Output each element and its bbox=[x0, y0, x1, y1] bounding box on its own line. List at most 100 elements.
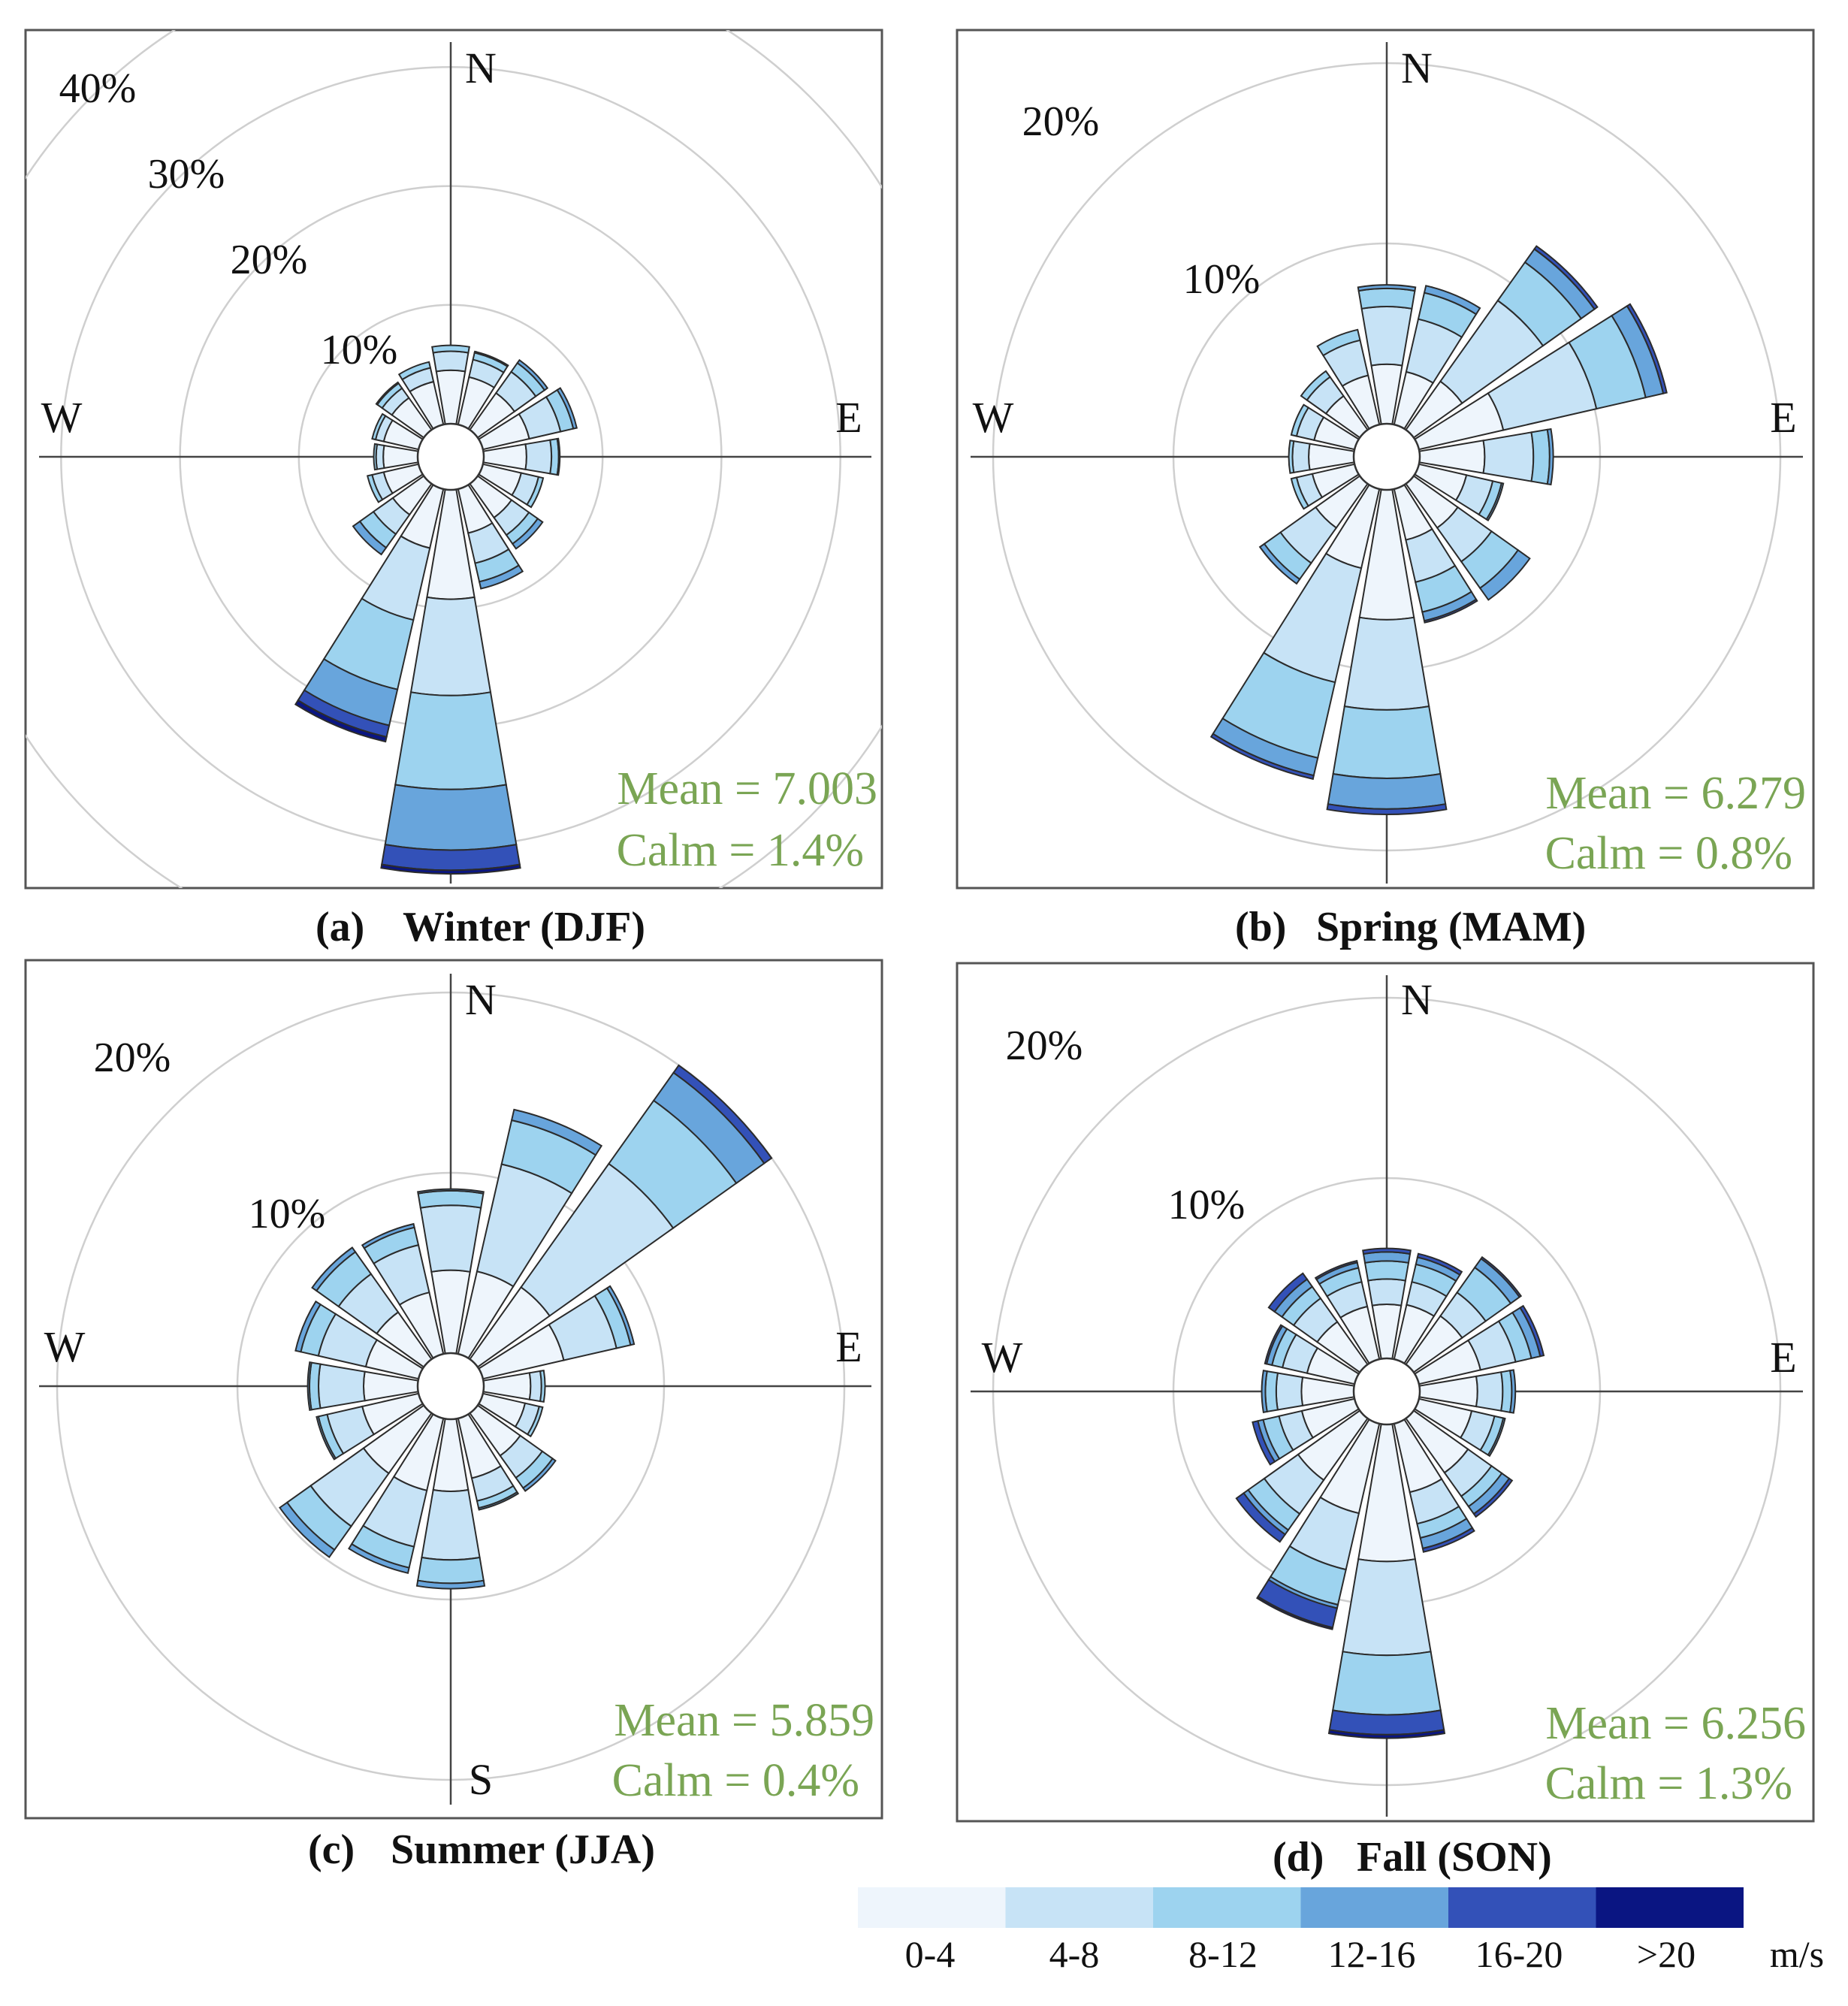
legend-swatch-2 bbox=[1153, 1887, 1301, 1928]
sector-s-bin-3 bbox=[1327, 772, 1447, 810]
ring-label-10: 10% bbox=[249, 1191, 326, 1237]
ring-label-10: 10% bbox=[321, 327, 398, 373]
sector-ssw-bin-5 bbox=[294, 699, 388, 743]
ring-label-20: 20% bbox=[231, 237, 308, 283]
sector-sse-bin-3 bbox=[478, 564, 524, 590]
ring-label-30: 30% bbox=[148, 151, 225, 198]
ring-label-20: 20% bbox=[1022, 98, 1100, 145]
sector-wsw-bin-2 bbox=[1290, 476, 1309, 510]
sector-w-bin-3 bbox=[306, 1361, 313, 1411]
calm-hub bbox=[416, 1352, 485, 1421]
sector-se-bin-3 bbox=[522, 1458, 557, 1492]
panel-caption-season: Fall (SON) bbox=[1357, 1834, 1552, 1881]
panel-summer: N E W S 10% 20% Mean = 5.859 Calm = 0.4%… bbox=[24, 959, 883, 1873]
sector-sse-bin-4 bbox=[1421, 1527, 1475, 1553]
sector-n-bin-4 bbox=[1362, 1247, 1412, 1255]
legend-swatch-5 bbox=[1596, 1887, 1744, 1928]
sector-e-bin-1 bbox=[528, 1370, 542, 1403]
sector-w-bin-2 bbox=[1264, 1370, 1279, 1413]
sector-ene-bin-4 bbox=[1519, 1304, 1545, 1358]
compass-east: E bbox=[1770, 393, 1796, 442]
compass-north: N bbox=[465, 975, 497, 1024]
sector-ne-bin-3 bbox=[516, 358, 549, 391]
compass-north: N bbox=[1401, 975, 1433, 1024]
legend-swatch-0 bbox=[858, 1887, 1006, 1928]
sector-w-bin-2 bbox=[373, 443, 379, 471]
sector-se-bin-3 bbox=[1478, 548, 1531, 601]
legend-swatches bbox=[858, 1887, 1744, 1928]
sector-se-bin-4 bbox=[1472, 1477, 1514, 1518]
sector-sw-bin-4 bbox=[1235, 1491, 1287, 1543]
sector-n-bin-2 bbox=[1363, 1260, 1410, 1282]
sector-w-bin-2 bbox=[1288, 440, 1295, 474]
sector-sw-bin-3 bbox=[279, 1501, 336, 1558]
sector-ene-bin-4 bbox=[1626, 303, 1668, 394]
sector-wsw-bin-2 bbox=[366, 473, 384, 503]
sector-ssw-bin-5 bbox=[1256, 1595, 1334, 1630]
sector-wsw-bin-4 bbox=[1252, 1420, 1276, 1466]
legend-swatch-3 bbox=[1300, 1887, 1448, 1928]
sector-n-bin-3 bbox=[1357, 284, 1417, 292]
mean-speed-label: Mean = 6.279 bbox=[1545, 768, 1806, 819]
sector-s-bin-2 bbox=[417, 1556, 485, 1585]
sector-nw-bin-3 bbox=[311, 1246, 357, 1292]
calm-hub bbox=[1352, 1357, 1421, 1426]
sector-s-bin-2 bbox=[1332, 705, 1442, 779]
calm-label: Calm = 1.4% bbox=[617, 825, 864, 876]
ring-label-10: 10% bbox=[1168, 1182, 1246, 1228]
compass-east: E bbox=[835, 393, 862, 442]
sector-n-bin-1 bbox=[419, 1204, 482, 1273]
sector-n-bin-2 bbox=[417, 1190, 485, 1209]
calm-label: Calm = 0.8% bbox=[1545, 828, 1792, 879]
sector-sse-bin-3 bbox=[477, 1491, 520, 1511]
sector-w-bin-1 bbox=[1291, 440, 1311, 474]
legend-label-0-4: 0-4 bbox=[905, 1933, 956, 1975]
sector-wsw-bin-3 bbox=[316, 1415, 337, 1461]
sector-n-bin-1 bbox=[1366, 1278, 1407, 1307]
sector-nw-bin-3 bbox=[375, 381, 400, 406]
sector-ene-bin-3 bbox=[556, 387, 578, 430]
sector-n-bin-1 bbox=[432, 350, 470, 373]
ring-label-20: 20% bbox=[1006, 1023, 1083, 1069]
calm-hub bbox=[1352, 422, 1421, 491]
sector-nne-bin-3 bbox=[473, 350, 509, 367]
sector-nnw-bin-2 bbox=[1316, 328, 1361, 357]
sector-ssw-bin-4 bbox=[1209, 733, 1315, 781]
compass-west: W bbox=[982, 1333, 1023, 1382]
sector-ese-bin-3 bbox=[1485, 482, 1505, 521]
panel-caption-tag: (b) bbox=[1235, 904, 1286, 950]
rose-sectors bbox=[294, 344, 578, 875]
sector-wnw-bin-2 bbox=[1290, 403, 1309, 437]
legend-label-8-12: 8-12 bbox=[1188, 1933, 1258, 1975]
sector-nne-bin-3 bbox=[1423, 285, 1481, 316]
legend-unit: m/s bbox=[1770, 1933, 1824, 1975]
sector-n-bin-1 bbox=[1360, 305, 1413, 367]
panel-caption-tag: (c) bbox=[308, 1826, 355, 1873]
sector-s-bin-4 bbox=[1326, 803, 1448, 815]
panel-caption-tag: (d) bbox=[1273, 1834, 1324, 1881]
sector-ne-bin-4 bbox=[672, 1064, 773, 1165]
sector-nnw-bin-4 bbox=[1314, 1259, 1358, 1281]
sector-s-bin-1 bbox=[1342, 1558, 1432, 1657]
sector-e-bin-3 bbox=[556, 437, 561, 476]
calm-label: Calm = 1.3% bbox=[1545, 1758, 1792, 1809]
panel-fall: N E W 10% 20% Mean = 6.256 Calm = 1.3% (… bbox=[956, 962, 1815, 1881]
sector-s-bin-1 bbox=[1343, 616, 1430, 711]
sector-w-bin-3 bbox=[1261, 1370, 1268, 1413]
sector-ese-bin-2 bbox=[526, 1405, 544, 1438]
sector-w-bin-1 bbox=[318, 1363, 366, 1409]
compass-east: E bbox=[1770, 1333, 1796, 1382]
sector-n-bin-3 bbox=[417, 1188, 485, 1195]
sector-ese-bin-3 bbox=[1487, 1417, 1506, 1458]
panel-winter: N E W 10% 20% 30% 40% Mean = 7.003 Calm … bbox=[24, 29, 883, 950]
sector-se-bin-3 bbox=[511, 517, 544, 550]
panel-caption-season: Winter (DJF) bbox=[403, 904, 645, 950]
legend-swatch-4 bbox=[1448, 1887, 1596, 1928]
compass-south: S bbox=[469, 1755, 493, 1804]
ring-label-40: 40% bbox=[59, 65, 137, 112]
sector-s-bin-2 bbox=[1332, 1651, 1442, 1716]
sector-e-bin-2 bbox=[539, 1369, 546, 1403]
sector-nw-bin-4 bbox=[1267, 1272, 1309, 1313]
sector-w-bin-1 bbox=[1275, 1372, 1304, 1411]
